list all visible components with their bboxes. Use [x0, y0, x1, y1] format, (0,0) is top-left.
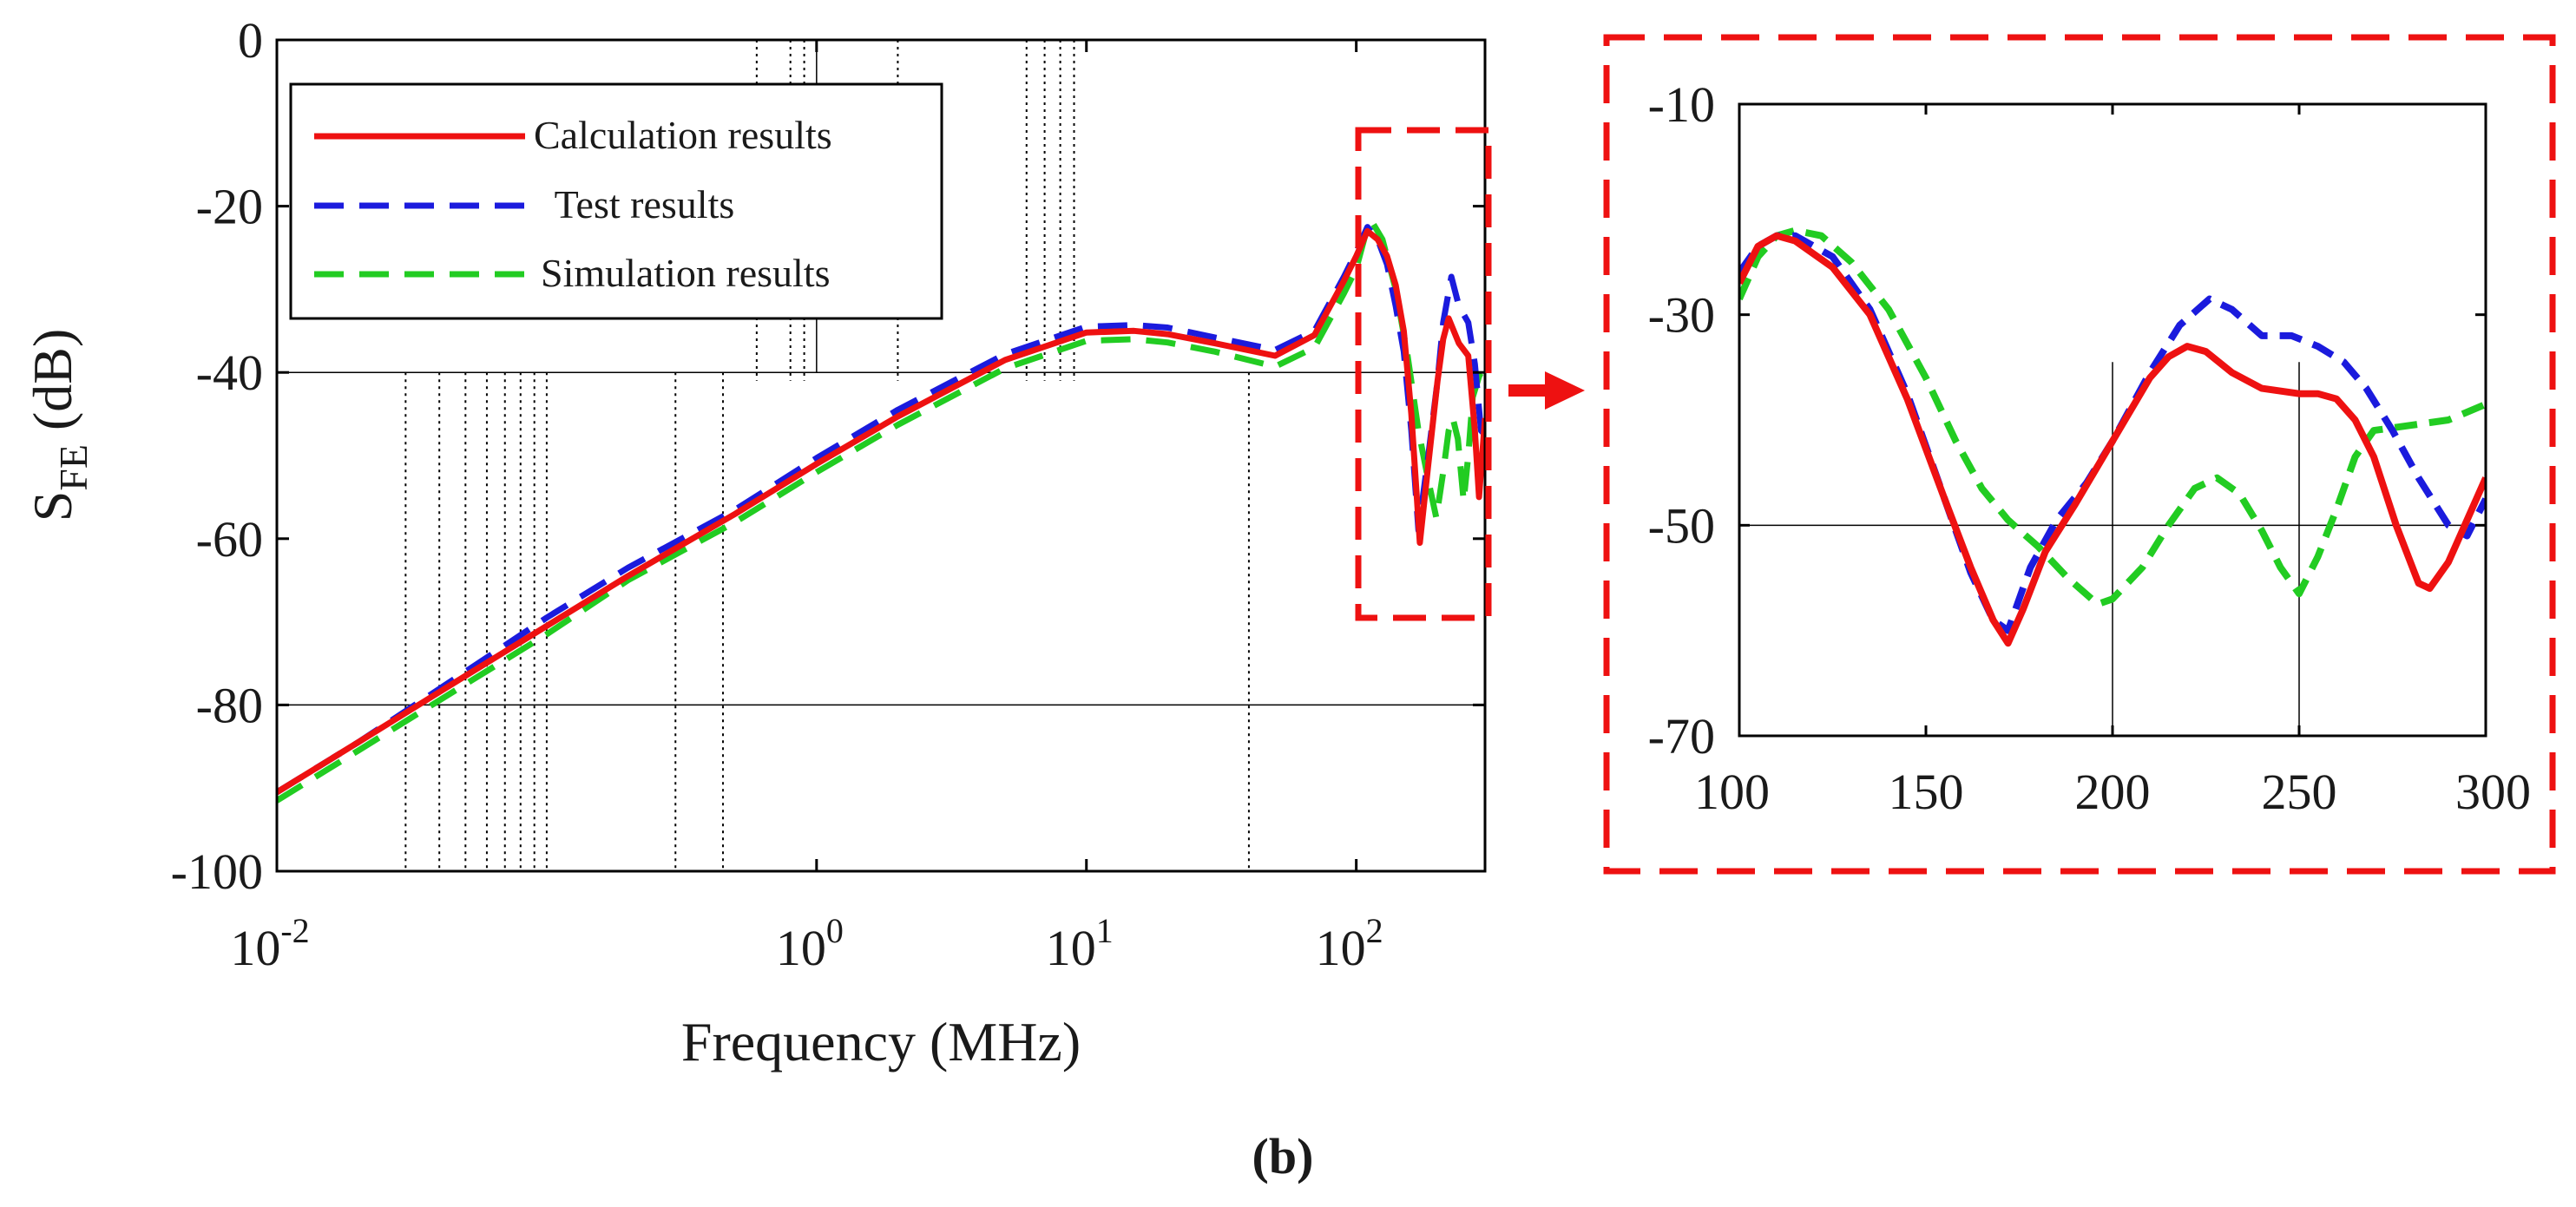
arrow-icon: [1508, 371, 1585, 410]
legend-label-calculation: Calculation results: [534, 113, 832, 157]
y-tick-label: -80: [196, 677, 263, 733]
zoom-x-tick-label: 250: [2262, 764, 2337, 820]
x-tick-label: 10-2: [230, 911, 309, 976]
zoom-x-tick-label: 150: [1889, 764, 1964, 820]
series-line-calculation: [277, 227, 1485, 795]
zoom-highlight-box: [1355, 127, 1492, 621]
x-tick-label: 102: [1316, 911, 1383, 976]
figure-label: (b): [1252, 1128, 1314, 1184]
y-tick-label: -40: [196, 344, 263, 401]
main-y-axis-label: SFE (dB): [22, 329, 95, 522]
legend-label-simulation: Simulation results: [541, 251, 831, 295]
zoom-x-tick-label: 300: [2455, 764, 2531, 820]
zoom-x-tick-label: 100: [1694, 764, 1770, 820]
legend-box: [289, 82, 943, 320]
y-tick-label: -60: [196, 511, 263, 567]
legend-label-test: Test results: [545, 182, 734, 226]
y-tick-label: -100: [171, 843, 263, 900]
x-tick-label: 101: [1046, 911, 1114, 976]
main-plot-frame: [275, 38, 1487, 873]
x-tick-label: 100: [776, 911, 844, 976]
legend: Calculation results Test results Simulat…: [289, 82, 943, 320]
zoom-y-tick-label: -50: [1648, 497, 1715, 554]
y-tick-label: -20: [196, 179, 263, 235]
zoom-outer-box: [1603, 34, 2556, 875]
zoom-grid: [1739, 362, 2486, 736]
main-x-axis-label: Frequency (MHz): [681, 1011, 1081, 1073]
y-tick-label: 0: [238, 12, 263, 69]
zoom-y-tick-label: -70: [1648, 708, 1715, 764]
zoom-series-line-simulation: [1739, 226, 2486, 608]
main-ticks: 0 -20 -40 -60 -80 -100 10-2 100 101 102: [171, 12, 1485, 976]
zoom-series: [1739, 226, 2486, 647]
zoom-series-line-calculation: [1739, 232, 2486, 647]
zoom-y-tick-label: -10: [1648, 76, 1715, 133]
zoom-x-tick-label: 200: [2075, 764, 2151, 820]
zoom-y-tick-label: -30: [1648, 287, 1715, 344]
main-series: [277, 220, 1485, 804]
series-line-test: [277, 224, 1485, 795]
